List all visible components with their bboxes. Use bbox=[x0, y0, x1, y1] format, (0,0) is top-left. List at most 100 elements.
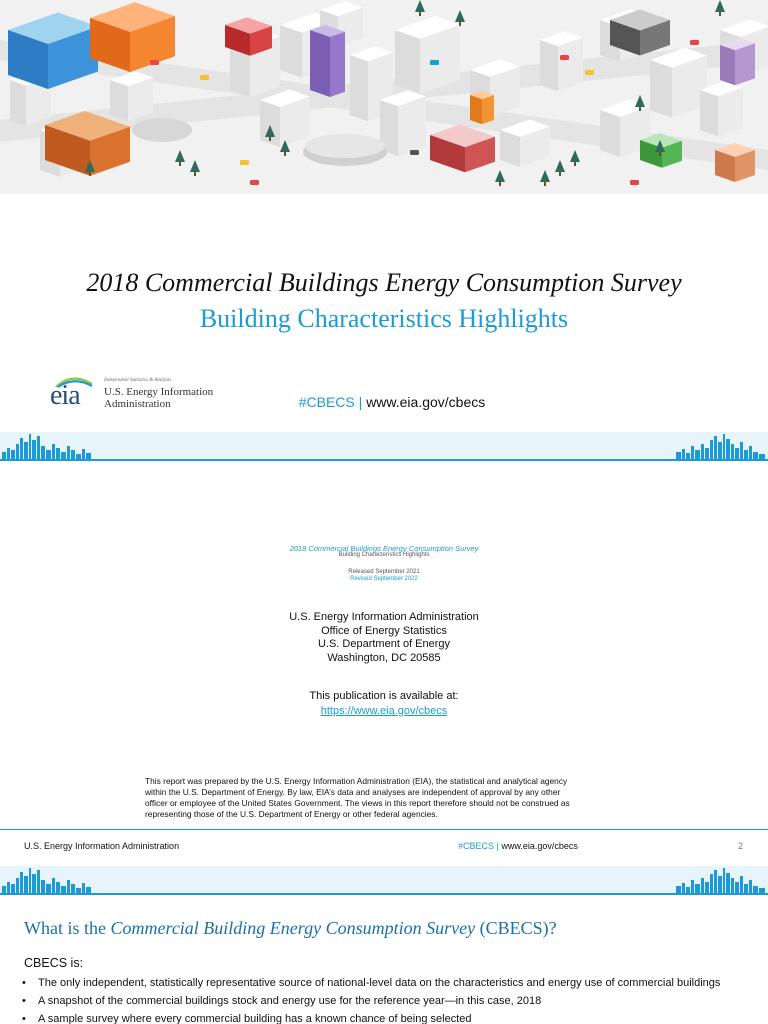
shop-red-front bbox=[465, 136, 495, 173]
building-3-front bbox=[420, 24, 460, 94]
tree-shape bbox=[570, 150, 580, 162]
disclaimer-line: representing those of the U.S. Departmen… bbox=[145, 809, 438, 819]
shop-green-front bbox=[662, 140, 682, 168]
tree-trunk bbox=[639, 105, 641, 111]
building-5-front bbox=[558, 37, 583, 92]
car-shape bbox=[200, 75, 209, 80]
shop-green-side bbox=[640, 140, 662, 168]
footer-hashtag-link[interactable]: #CBECS bbox=[458, 841, 495, 851]
tree-shape bbox=[455, 10, 465, 22]
footer-separator: | bbox=[496, 841, 499, 851]
skyline-right-icon bbox=[676, 434, 765, 460]
shop-red-roof bbox=[430, 124, 495, 148]
building-0-side bbox=[230, 40, 250, 97]
dome-shape bbox=[305, 134, 385, 158]
eia-logo[interactable]: eia Independent Statistics & Analysis U.… bbox=[48, 374, 218, 414]
building-16-side bbox=[500, 130, 520, 167]
tree-trunk bbox=[284, 150, 286, 156]
tower-lavender-side bbox=[720, 45, 735, 86]
tower-purple-side bbox=[310, 30, 330, 97]
skyline-right-icon bbox=[676, 868, 765, 894]
hashtag-link[interactable]: #CBECS bbox=[298, 394, 355, 410]
p2-report-subtitle: Building Characteristics Highlights bbox=[338, 552, 430, 558]
disclaimer-line: within the U.S. Department of Energy. By… bbox=[145, 787, 561, 797]
tree-trunk bbox=[544, 180, 546, 186]
warehouse-gray-side bbox=[610, 20, 640, 56]
building-10-side bbox=[110, 80, 128, 122]
eia-name: U.S. Energy Information Administration bbox=[104, 386, 213, 410]
building-8-roof bbox=[700, 81, 743, 97]
section-lead: CBECS is: bbox=[24, 956, 84, 970]
section-title: What is the Commercial Building Energy C… bbox=[24, 918, 557, 939]
tree-trunk bbox=[719, 10, 721, 16]
car-shape bbox=[690, 40, 699, 45]
bullet-list: The only independent, statistically repr… bbox=[22, 976, 762, 1024]
tree-shape bbox=[85, 160, 95, 172]
tree-shape bbox=[175, 150, 185, 162]
tree-trunk bbox=[459, 20, 461, 26]
tree-shape bbox=[635, 95, 645, 107]
publication-link[interactable]: https://www.eia.gov/cbecs bbox=[320, 705, 448, 717]
section-title-suffix: (CBECS)? bbox=[475, 918, 557, 938]
tree-trunk bbox=[574, 160, 576, 166]
sign-orange-side bbox=[470, 95, 482, 125]
factory-orange-side bbox=[90, 18, 130, 72]
tree-shape bbox=[715, 0, 725, 12]
office-blue-front bbox=[48, 26, 98, 89]
city-illustration bbox=[0, 0, 768, 194]
tree-trunk bbox=[89, 170, 91, 176]
list-item: A sample survey where every commercial b… bbox=[22, 1012, 762, 1024]
skyline-left-icon bbox=[2, 868, 91, 894]
building-5-roof bbox=[540, 31, 583, 47]
footer-rule bbox=[0, 829, 768, 830]
building-3-roof bbox=[395, 16, 460, 39]
tree-trunk bbox=[559, 170, 561, 176]
building-11-side bbox=[260, 100, 280, 147]
agency-address: U.S. Energy Information Administration O… bbox=[0, 611, 768, 665]
release-date: Released September 2021 bbox=[348, 569, 420, 575]
car-shape bbox=[560, 55, 569, 60]
cover-footer-links: #CBECS | www.eia.gov/cbecs bbox=[0, 394, 768, 410]
building-14-roof bbox=[720, 19, 768, 37]
building-17-roof bbox=[320, 1, 363, 17]
separator: | bbox=[358, 394, 363, 410]
eia-logo-mark: eia bbox=[50, 380, 81, 411]
building-8-front bbox=[718, 87, 743, 137]
building-12-side bbox=[380, 100, 398, 157]
tree-shape bbox=[495, 170, 505, 182]
house-peach-front bbox=[735, 150, 755, 182]
section-title-prefix: What is the bbox=[24, 918, 111, 938]
page-number: 2 bbox=[738, 841, 744, 851]
building-7-front bbox=[672, 55, 707, 118]
building-16-front bbox=[520, 126, 550, 167]
cover-page: 2018 Commercial Buildings Energy Consump… bbox=[0, 0, 768, 462]
store-red-front bbox=[250, 26, 272, 56]
revision-date: Revised September 2022 bbox=[350, 576, 418, 582]
car-shape bbox=[250, 180, 259, 185]
website-link[interactable]: www.eia.gov/cbecs bbox=[366, 394, 486, 410]
tower-purple-front bbox=[330, 31, 345, 97]
tree-trunk bbox=[499, 180, 501, 186]
tree-trunk bbox=[659, 150, 661, 156]
building-15-side bbox=[10, 80, 26, 126]
address-line: U.S. Energy Information Administration bbox=[289, 611, 479, 623]
building-2-roof bbox=[350, 46, 393, 62]
building-12-front bbox=[398, 96, 426, 157]
building-5-side bbox=[540, 40, 558, 92]
address-line: Washington, DC 20585 bbox=[327, 651, 441, 664]
header-band-line bbox=[0, 893, 768, 895]
building-15-front bbox=[26, 76, 51, 126]
car-shape bbox=[630, 180, 639, 185]
building-1-side bbox=[280, 25, 302, 78]
building-8-side bbox=[700, 90, 718, 137]
building-10-roof bbox=[110, 71, 153, 87]
report-title: 2018 Commercial Buildings Energy Consump… bbox=[86, 268, 682, 297]
footer-website-link[interactable]: www.eia.gov/cbecs bbox=[501, 841, 578, 851]
tree-trunk bbox=[269, 135, 271, 141]
factory-orange-roof bbox=[90, 2, 175, 32]
tower-purple-roof bbox=[310, 24, 345, 37]
list-item: The only independent, statistically repr… bbox=[22, 976, 762, 994]
building-4-front bbox=[490, 66, 520, 117]
footer-band bbox=[0, 432, 768, 460]
tree-trunk bbox=[194, 170, 196, 176]
